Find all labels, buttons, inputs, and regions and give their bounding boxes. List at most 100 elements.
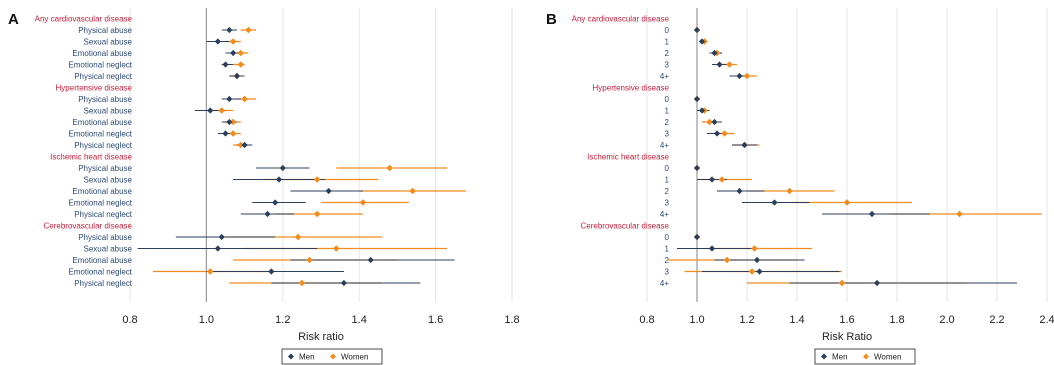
men-point xyxy=(693,26,701,34)
women-point xyxy=(206,268,214,275)
x-axis-label: Risk Ratio xyxy=(822,331,872,343)
x-tick-label: 2.4 xyxy=(1039,314,1054,326)
women-point xyxy=(743,72,751,80)
row-label: Physical neglect xyxy=(74,210,133,219)
row-label: 4+ xyxy=(660,279,669,288)
men-point xyxy=(272,199,279,206)
women-point xyxy=(786,187,793,195)
men-point xyxy=(693,95,701,103)
group-header: Hypertensive disease xyxy=(593,84,670,93)
women-point xyxy=(956,210,963,218)
women-point xyxy=(838,279,846,287)
row-label: Emotional abuse xyxy=(72,187,132,196)
men-point xyxy=(226,118,233,126)
women-point xyxy=(748,268,756,275)
women-point xyxy=(409,187,416,195)
row-label: 2 xyxy=(665,187,670,196)
group-header: Ischemic heart disease xyxy=(587,153,669,162)
row-label: Emotional neglect xyxy=(68,199,132,208)
row-label: Physical abuse xyxy=(78,164,132,173)
men-point xyxy=(214,245,221,252)
x-tick-label: 1.6 xyxy=(839,314,854,326)
x-tick-label: 0.8 xyxy=(639,314,654,326)
men-point xyxy=(207,107,214,114)
women-point xyxy=(313,210,321,218)
women-point xyxy=(229,130,237,137)
row-label: Emotional abuse xyxy=(72,118,132,127)
x-tick-label: 0.8 xyxy=(122,314,137,326)
men-point xyxy=(226,95,233,103)
group-header: Hypertensive disease xyxy=(56,84,133,93)
row-label: 0 xyxy=(665,233,670,242)
row-label: Emotional neglect xyxy=(68,130,132,139)
men-point xyxy=(736,72,743,80)
women-point xyxy=(726,61,733,68)
x-tick-label: 1.2 xyxy=(739,314,754,326)
row-label: 4+ xyxy=(660,141,669,150)
women-point xyxy=(294,233,302,241)
men-point xyxy=(756,268,763,275)
men-point xyxy=(241,141,248,149)
row-label: Emotional abuse xyxy=(72,49,132,58)
men-point xyxy=(698,38,706,45)
men-point xyxy=(711,49,718,57)
men-point xyxy=(325,187,332,195)
legend-women-label: Women xyxy=(874,353,901,362)
panel-letter: A xyxy=(8,11,19,28)
women-point xyxy=(332,245,340,252)
row-label: 0 xyxy=(665,95,670,104)
row-label: 1 xyxy=(665,107,670,116)
legend-men-label: Men xyxy=(832,353,848,362)
men-point xyxy=(222,61,229,68)
row-label: 3 xyxy=(665,61,670,70)
men-point xyxy=(264,210,271,218)
legend-women-marker xyxy=(330,353,336,360)
group-header: Any cardiovascular disease xyxy=(35,15,133,24)
men-point xyxy=(693,233,701,241)
row-label: Emotional neglect xyxy=(68,61,132,70)
men-point xyxy=(708,176,716,183)
x-tick-label: 1.4 xyxy=(352,314,367,326)
row-label: 1 xyxy=(665,176,670,185)
women-point xyxy=(229,118,237,126)
row-label: Physical neglect xyxy=(74,141,133,150)
x-tick-label: 1.0 xyxy=(199,314,214,326)
row-label: 1 xyxy=(665,245,670,254)
legend-men-marker xyxy=(288,353,294,360)
women-point xyxy=(723,256,731,264)
x-tick-label: 1.0 xyxy=(689,314,704,326)
group-header: Ischemic heart disease xyxy=(50,153,132,162)
row-label: 3 xyxy=(665,199,670,208)
women-point xyxy=(843,199,851,206)
x-tick-label: 2.2 xyxy=(989,314,1004,326)
panel-a: A 0.8 1.0 1.2 1.4 1.6 1.8 Any cardiovascular di… xyxy=(8,8,520,365)
men-point xyxy=(279,164,286,172)
row-label: Physical abuse xyxy=(78,26,132,35)
row-label: Physical abuse xyxy=(78,233,132,242)
x-axis-label: Risk ratio xyxy=(298,331,344,343)
x-tick-label: 1.8 xyxy=(889,314,904,326)
men-point xyxy=(275,176,283,183)
women-point xyxy=(306,256,313,264)
legend: Men Women xyxy=(281,348,383,365)
panel-b: B 0.8 1.0 1.2 1.4 1.6 1.8 2.0 2.2 2.4 Any cardiova… xyxy=(546,8,1054,365)
women-point xyxy=(237,141,245,149)
men-point xyxy=(222,130,229,137)
panel-letter: B xyxy=(546,11,557,28)
row-label: Physical neglect xyxy=(74,279,133,288)
men-point xyxy=(214,38,221,45)
group-header: Cerebrovascular disease xyxy=(581,222,670,231)
women-point xyxy=(241,95,248,103)
row-label: Physical abuse xyxy=(78,95,132,104)
group-header: Any cardiovascular disease xyxy=(572,15,670,24)
women-point xyxy=(359,199,367,206)
row-label: 4+ xyxy=(660,72,669,81)
men-point xyxy=(340,279,348,287)
row-label: 2 xyxy=(665,49,670,58)
men-point xyxy=(218,233,225,241)
row-label: 0 xyxy=(665,26,670,35)
row-label: Sexual abuse xyxy=(84,245,133,254)
men-point xyxy=(873,279,881,287)
group-header: Cerebrovascular disease xyxy=(44,222,133,231)
women-point xyxy=(706,118,713,126)
